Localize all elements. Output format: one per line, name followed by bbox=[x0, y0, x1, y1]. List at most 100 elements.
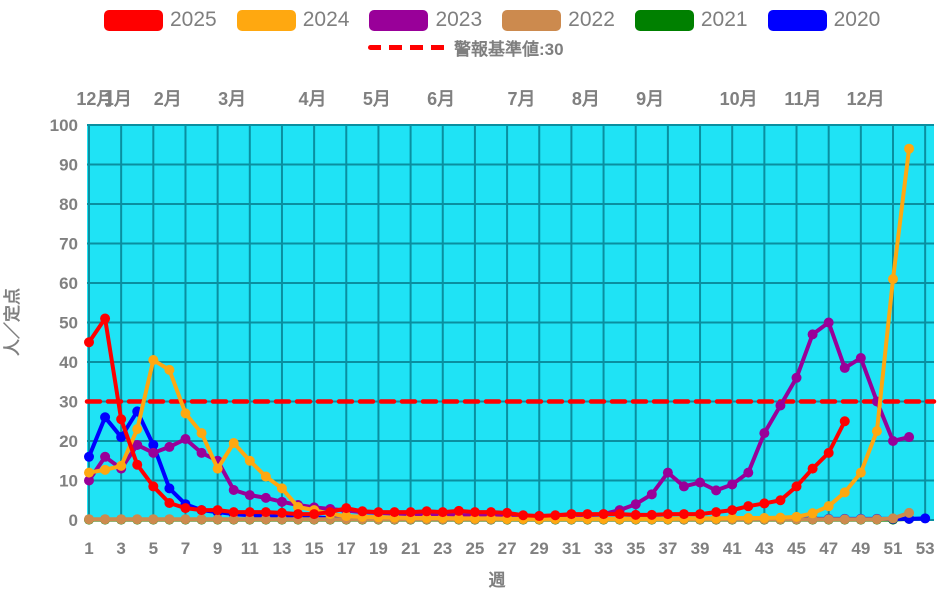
x-tick-label: 39 bbox=[691, 539, 710, 558]
x-tick-label: 43 bbox=[755, 539, 774, 558]
series-2023-point bbox=[823, 317, 834, 328]
series-2020-point bbox=[116, 432, 127, 443]
series-2022-point bbox=[260, 514, 271, 525]
series-2024-point bbox=[196, 428, 207, 439]
legend-item-2024[interactable]: 2024 bbox=[236, 8, 349, 32]
series-2025-point bbox=[437, 507, 448, 518]
month-label: 12月 bbox=[847, 89, 885, 109]
series-2023-point bbox=[839, 362, 850, 373]
x-tick-label: 33 bbox=[594, 539, 613, 558]
series-2023-point bbox=[662, 467, 673, 478]
series-2024-point bbox=[293, 501, 304, 512]
series-2025-point bbox=[212, 505, 223, 516]
series-2025-point bbox=[727, 505, 738, 516]
series-2023-point bbox=[646, 489, 657, 500]
x-tick-label: 3 bbox=[116, 539, 125, 558]
series-2025-point bbox=[678, 509, 689, 520]
series-2025-point bbox=[743, 501, 754, 512]
series-2023-point bbox=[727, 479, 738, 490]
series-2022-point bbox=[855, 514, 866, 525]
y-tick-label: 60 bbox=[59, 274, 78, 293]
series-2024-point bbox=[888, 274, 898, 285]
series-2023-line bbox=[87, 320, 910, 519]
series-2025-point bbox=[453, 505, 464, 516]
series-2025-point bbox=[695, 509, 706, 520]
legend-label: 2025 bbox=[170, 8, 217, 31]
month-label: 9月 bbox=[636, 89, 664, 109]
series-2025-point bbox=[839, 416, 850, 427]
y-tick-label: 20 bbox=[59, 432, 78, 451]
series-2023-point bbox=[164, 441, 175, 452]
series-2022-point bbox=[228, 514, 239, 525]
y-tick-label: 40 bbox=[59, 353, 78, 372]
series-2022-point bbox=[212, 514, 223, 525]
month-label: 7月 bbox=[508, 89, 536, 109]
series-2024-point bbox=[100, 464, 111, 475]
series-2025-point bbox=[293, 509, 304, 520]
legend-item-2025[interactable]: 2025 bbox=[104, 8, 217, 32]
series-2023-point bbox=[695, 477, 706, 488]
series-2023-point bbox=[148, 447, 159, 458]
series-2022-point bbox=[244, 514, 255, 525]
series-2025-point bbox=[148, 481, 159, 492]
series-2023-point bbox=[904, 432, 915, 443]
series-2025-point bbox=[244, 507, 255, 518]
series-2022-point bbox=[116, 514, 127, 525]
legend-swatch-2023 bbox=[369, 9, 429, 31]
series-2023-point bbox=[196, 447, 207, 458]
x-tick-label: 53 bbox=[916, 539, 935, 558]
series-2022-point bbox=[871, 514, 882, 525]
series-2024-point bbox=[148, 355, 159, 366]
month-label: 11月 bbox=[784, 89, 821, 109]
x-tick-label: 51 bbox=[884, 539, 903, 558]
series-2024-point bbox=[260, 471, 271, 482]
series-2024-point bbox=[743, 513, 754, 524]
series-2022-point bbox=[132, 514, 143, 525]
x-tick-label: 49 bbox=[851, 539, 870, 558]
series-2025-point bbox=[630, 509, 641, 520]
series-2025-point bbox=[325, 507, 336, 518]
series-2023-point bbox=[791, 372, 802, 383]
y-tick-label: 0 bbox=[69, 511, 78, 530]
series-2025-point bbox=[389, 507, 400, 518]
x-tick-label: 23 bbox=[433, 539, 452, 558]
series-2024-point bbox=[164, 364, 175, 375]
x-tick-label: 35 bbox=[626, 539, 645, 558]
chart-legend: 2025 2024 2023 2022 2021 2020 bbox=[104, 8, 900, 32]
series-2024-point bbox=[453, 513, 464, 524]
alert-dash-icon bbox=[368, 44, 446, 50]
series-2025-point bbox=[518, 510, 529, 521]
series-2025 bbox=[84, 313, 850, 522]
month-label: 10月 bbox=[720, 89, 758, 109]
x-tick-label: 21 bbox=[401, 539, 420, 558]
series-2025-point bbox=[598, 509, 609, 520]
series-2025-point bbox=[550, 510, 561, 521]
x-axis-title: 週 bbox=[489, 571, 506, 590]
series-2022-point bbox=[164, 514, 175, 525]
x-tick-label: 17 bbox=[337, 539, 356, 558]
x-tick-label: 37 bbox=[658, 539, 677, 558]
y-tick-label: 50 bbox=[59, 314, 78, 333]
y-tick-label: 90 bbox=[59, 156, 78, 175]
legend-item-2023[interactable]: 2023 bbox=[369, 8, 482, 32]
legend-label: 2023 bbox=[435, 8, 483, 31]
series-2020-point bbox=[100, 412, 111, 423]
x-tick-label: 29 bbox=[530, 539, 549, 558]
series-2023-point bbox=[276, 496, 287, 507]
legend-item-2022[interactable]: 2022 bbox=[502, 8, 615, 32]
y-tick-label: 80 bbox=[59, 195, 78, 214]
legend-item-2020[interactable]: 2020 bbox=[767, 8, 880, 32]
series-2025-point bbox=[775, 495, 786, 506]
series-2025-point bbox=[405, 507, 416, 518]
series-2024-point bbox=[244, 455, 255, 466]
legend-item-2021[interactable]: 2021 bbox=[634, 8, 748, 32]
series-2023-point bbox=[100, 451, 111, 462]
series-2025-point bbox=[260, 507, 271, 518]
month-label: 4月 bbox=[299, 89, 327, 109]
y-tick-label: 10 bbox=[59, 472, 78, 491]
series-2023-point bbox=[775, 400, 786, 411]
series-2025-point bbox=[614, 509, 625, 520]
month-label: 2月 bbox=[154, 89, 182, 109]
